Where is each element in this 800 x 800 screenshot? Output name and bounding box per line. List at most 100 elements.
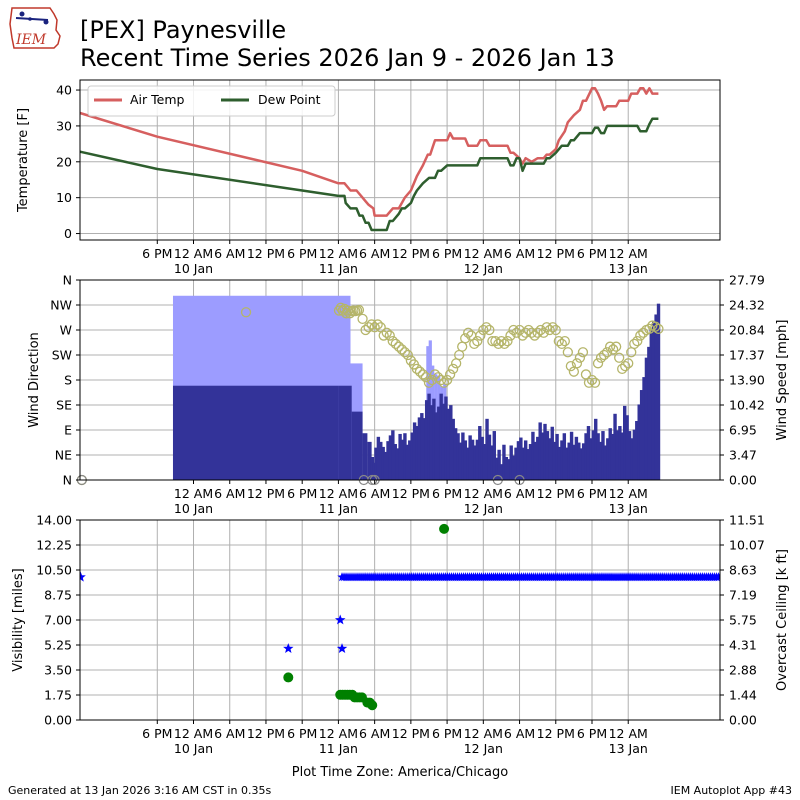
x-tick-label: 12 AM <box>319 246 358 261</box>
wind-speed-bar <box>656 303 661 480</box>
wind-direction-point <box>493 338 504 350</box>
wind-speed-bar <box>531 431 535 480</box>
wind-speed-bar <box>362 433 368 480</box>
visibility-point <box>336 643 348 653</box>
x-tick-label: 6 AM <box>214 246 245 261</box>
wind-speed-bar <box>610 433 615 480</box>
wind-direction-point <box>632 335 643 347</box>
wind-speed-bar <box>514 447 518 480</box>
x-tick-label: 12 PM <box>392 486 430 501</box>
wind-speed-bar <box>485 418 489 480</box>
wind-speed-bar <box>627 431 632 480</box>
legend-label-air-temp: Air Temp <box>130 92 185 107</box>
ceiling-tick-label: 2.88 <box>729 663 757 678</box>
ceiling-point <box>439 523 450 534</box>
wind-direction-point <box>435 374 447 386</box>
x-tick-label: 12 PM <box>537 486 575 501</box>
wind-direction-point <box>577 347 589 358</box>
x-tick-label: 6 PM <box>432 246 462 261</box>
wind-direction-points <box>76 302 664 486</box>
wind-direction-point <box>366 319 377 330</box>
wind-speed-bar <box>521 447 525 480</box>
wind-direction-point <box>393 341 404 352</box>
wind-speed-bar <box>557 446 562 480</box>
wind-direction-point <box>526 327 537 338</box>
x-tick-label: 6 PM <box>287 486 317 501</box>
y-tick-label: 20 <box>56 154 72 169</box>
wind-direction-point <box>617 363 628 375</box>
x-tick-label: 6 PM <box>577 486 607 501</box>
wind-speed-bar <box>548 438 552 480</box>
wind-direction-point <box>444 369 456 380</box>
wind-speed-y-ticks: 0.00 3.47 6.95 10.42 13.90 17.37 20.84 24.32 27.… <box>720 273 765 488</box>
wind-speed-bar <box>519 437 523 480</box>
wind-direction-point <box>611 341 622 352</box>
x-tick-label: 6 AM <box>359 486 390 501</box>
wind-speed-bar <box>545 431 550 480</box>
wind-direction-point <box>463 327 474 338</box>
wind-direction-point <box>653 323 664 335</box>
wind-direction-point <box>544 324 555 336</box>
speed-tick-label: 20.84 <box>729 323 765 338</box>
x-tick-label: 12 AM <box>174 726 213 741</box>
wind-speed-bar <box>552 441 557 480</box>
wind-speed-bar <box>504 456 509 480</box>
wind-direction-point <box>574 352 586 363</box>
ceiling-y-label: Overcast Ceiling [k ft] <box>775 549 790 691</box>
x-tick-label: 12 PM <box>537 246 575 261</box>
direction-tick-label: SW <box>52 348 72 363</box>
wind-direction-point <box>399 347 410 358</box>
legend-label-dew-point: Dew Point <box>258 92 321 107</box>
wind-speed-bar <box>429 405 434 480</box>
temperature-legend: Air Temp Dew Point <box>87 85 336 117</box>
wind-speed-bar <box>400 439 405 480</box>
wind-speed-bar <box>615 430 620 480</box>
wind-direction-point <box>438 377 450 388</box>
wind-speed-bar <box>338 385 352 480</box>
wind-speed-bar <box>432 398 436 480</box>
wind-direction-point <box>550 324 561 336</box>
wind-direction-point <box>623 358 634 369</box>
wind-speed-bar <box>507 459 511 480</box>
ceiling-tick-label: 11.51 <box>729 513 765 528</box>
wind-speed-bar <box>511 455 516 480</box>
x-tick-date-label: 13 Jan <box>609 261 648 276</box>
wind-direction-point <box>484 324 495 336</box>
ceiling-tick-label: 0.00 <box>729 713 757 728</box>
ceiling-tick-label: 4.31 <box>729 638 757 653</box>
wind-speed-bar <box>620 432 624 480</box>
wind-speed-bar <box>370 456 375 480</box>
logo-text: IEM <box>15 32 47 48</box>
wind-speed-bar <box>565 447 569 480</box>
wind-speed-bar <box>589 438 593 480</box>
x-tick-date-label: 11 Jan <box>319 741 358 756</box>
x-tick-date-label: 13 Jan <box>609 501 648 516</box>
visibility-y-ticks: 0.00 1.75 3.50 5.25 7.00 8.75 10.50 12.25 14.00 <box>36 513 80 728</box>
temperature-y-ticks: 0 10 20 30 40 <box>56 83 80 241</box>
x-tick-label: 12 AM <box>464 486 503 501</box>
wind-speed-bar <box>584 433 588 480</box>
wind-speed-bar <box>441 403 446 480</box>
wind-speed-bar <box>601 431 605 480</box>
wind-direction-point <box>490 335 501 347</box>
wind-speed-bar <box>654 314 658 480</box>
wind-speed-bar <box>451 418 455 480</box>
visibility-tick-label: 3.50 <box>44 663 72 678</box>
wind-direction-point <box>589 377 601 388</box>
wind-speed-bar <box>461 432 465 480</box>
x-tick-date-label: 10 Jan <box>174 741 213 756</box>
wind-direction-point <box>508 324 519 336</box>
wind-speed-bar <box>458 442 463 480</box>
wind-direction-point <box>629 338 640 350</box>
wind-speed-bar <box>490 445 494 480</box>
wind-direction-point <box>607 344 619 355</box>
wind-speed-bar <box>642 377 646 480</box>
visibility-tick-label: 1.75 <box>44 688 72 703</box>
wind-speed-bar <box>427 393 431 480</box>
wind-speed-bar <box>415 426 419 480</box>
wind-direction-point <box>402 349 413 361</box>
visibility-tick-label: 14.00 <box>36 513 72 528</box>
wind-speed-bar <box>516 441 521 480</box>
